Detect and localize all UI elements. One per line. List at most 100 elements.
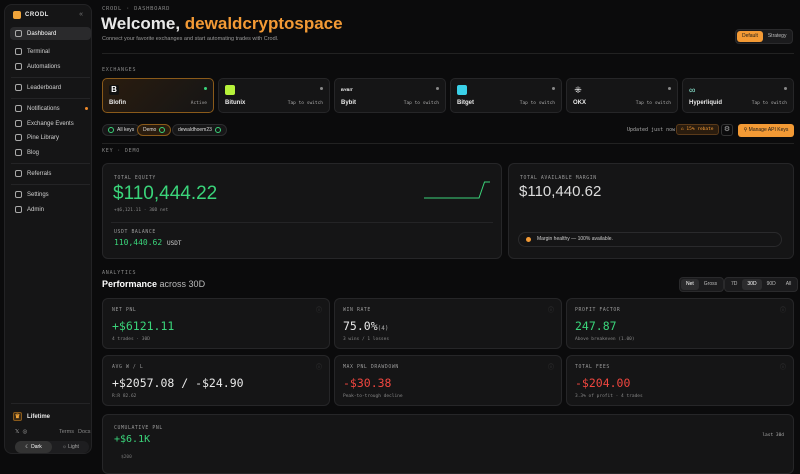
key-section-heading: KEY · DEMO <box>102 148 141 154</box>
sidebar-item-pine-library[interactable]: Pine Library <box>10 131 91 144</box>
range-7d-button[interactable]: 7D <box>731 281 738 287</box>
exchange-status: Tap to switch <box>635 101 671 106</box>
bybit-logo-icon: BYBIT <box>341 87 353 92</box>
view-strategy-button[interactable]: Strategy <box>767 33 787 39</box>
exchange-status: Tap to switch <box>751 101 787 106</box>
exchange-name: Hyperliquid <box>689 100 723 106</box>
range-switcher: 7D 30D 90D All <box>724 277 799 292</box>
exchange-card-blofin[interactable]: B Blofin Active <box>102 78 214 113</box>
metric-value: -$30.38 <box>343 376 392 390</box>
plan-badge: ♛ Lifetime <box>13 412 50 421</box>
sidebar-item-admin[interactable]: Admin <box>10 203 91 216</box>
cumulative-value: +$6.1K <box>114 434 151 445</box>
exchange-card-hyperliquid[interactable]: ∞ Hyperliquid Tap to switch <box>682 78 794 113</box>
bitget-logo-icon <box>457 85 467 95</box>
blofin-logo-icon: B <box>109 85 119 95</box>
performance-title: Performance across 30D <box>102 279 205 289</box>
exchange-card-okx[interactable]: ⁜ OKX Tap to switch <box>566 78 678 113</box>
dashboard-icon <box>15 30 22 37</box>
divider <box>11 403 90 404</box>
usdt-label: USDT BALANCE <box>114 230 156 235</box>
info-icon[interactable]: ⓘ <box>779 308 786 314</box>
theme-dark-button[interactable]: ☾ Dark <box>15 441 52 453</box>
filter-all-keys[interactable]: All keys <box>102 124 141 136</box>
info-icon[interactable]: ⓘ <box>547 365 554 371</box>
sidebar-item-notifications[interactable]: Notifications <box>10 102 91 115</box>
shield-icon <box>15 206 22 213</box>
margin-label: TOTAL AVAILABLE MARGIN <box>520 176 597 181</box>
page-title: Welcome, dewaldcryptospace <box>101 14 343 34</box>
exchange-card-bitget[interactable]: Bitget Tap to switch <box>450 78 562 113</box>
sidebar-item-blog[interactable]: Blog <box>10 146 91 159</box>
exchange-name: OKX <box>573 100 587 106</box>
info-icon[interactable]: ⓘ <box>547 308 554 314</box>
info-icon[interactable]: ⓘ <box>315 308 322 314</box>
status-dot <box>320 87 323 90</box>
plan-label: Lifetime <box>27 413 51 420</box>
divider <box>11 77 90 78</box>
sidebar-item-referrals[interactable]: Referrals <box>10 167 91 180</box>
exchange-card-bybit[interactable]: BYBIT Bybit Tap to switch <box>334 78 446 113</box>
sidebar-item-exchange-events[interactable]: Exchange Events <box>10 117 91 130</box>
metric-value-wrap: 75.0%(4) <box>343 319 388 333</box>
exchange-card-bitunix[interactable]: Bitunix Tap to switch <box>218 78 330 113</box>
status-dot <box>552 87 555 90</box>
filter-demo[interactable]: Demo <box>137 124 172 136</box>
users-icon <box>15 170 22 177</box>
terms-link[interactable]: Terms <box>59 429 74 435</box>
info-icon[interactable]: ⓘ <box>779 365 786 371</box>
divider <box>11 184 90 185</box>
page-subtitle: Connect your favorite exchanges and star… <box>102 36 279 42</box>
metric-sub: 3 wins / 1 losses <box>343 337 390 342</box>
metric-sub: Peak-to-trough decline <box>343 394 403 399</box>
manage-api-keys-button[interactable]: ⚲ Manage API Keys <box>738 124 794 137</box>
x-icon[interactable]: 𝕏 <box>15 429 20 435</box>
sidebar-item-automations[interactable]: Automations <box>10 60 91 73</box>
equity-card: TOTAL EQUITY $110,444.22 +$6,121.11 · 30… <box>102 163 502 259</box>
sidebar-collapse-icon[interactable]: « <box>79 11 83 18</box>
sidebar-item-dashboard[interactable]: Dashboard <box>10 27 91 40</box>
margin-health-note: Margin healthy — 100% available. <box>518 232 782 247</box>
range-90d-button[interactable]: 90D <box>766 281 776 287</box>
sidebar-item-label: Terminal <box>27 48 50 55</box>
discord-icon[interactable]: ◎ <box>22 429 28 435</box>
theme-light-button[interactable]: ☼ Light <box>62 444 79 450</box>
metric-net-pnl: NET PNL ⓘ +$6121.11 4 trades · 30D <box>102 298 330 349</box>
bell-icon <box>15 105 22 112</box>
margin-note-text: Margin healthy — 100% available. <box>537 236 613 242</box>
status-dot <box>784 87 787 90</box>
filter-account[interactable]: dewaldhoem23 <box>172 124 227 136</box>
pnl-mode-switcher: Net Gross <box>679 277 725 292</box>
docs-link[interactable]: Docs <box>78 429 91 435</box>
metric-label: TOTAL FEES <box>575 365 610 370</box>
notification-dot <box>85 107 88 110</box>
username: dewaldcryptospace <box>184 14 343 33</box>
mode-net-button[interactable]: Net <box>681 279 699 290</box>
sparkline-path <box>424 181 490 199</box>
crodl-logo-icon <box>13 11 21 19</box>
brand-name: CRODL <box>25 12 49 18</box>
sidebar-item-leaderboard[interactable]: Leaderboard <box>10 81 91 94</box>
metric-win-rate: WIN RATE ⓘ 75.0%(4) 3 wins / 1 losses <box>334 298 562 349</box>
metric-value: -$204.00 <box>575 376 631 390</box>
cumulative-pnl-card: CUMULATIVE PNL +$6.1K last 30d $200 <box>102 414 794 474</box>
range-all-button[interactable]: All <box>785 281 792 287</box>
settings-gear-button[interactable]: ⚙ <box>721 124 733 136</box>
exchanges-heading: EXCHANGES <box>102 67 137 73</box>
view-switcher: Default Strategy <box>735 29 794 44</box>
info-icon[interactable]: ⓘ <box>315 365 322 371</box>
sidebar-item-terminal[interactable]: Terminal <box>10 45 91 58</box>
brand[interactable]: CRODL <box>13 11 49 19</box>
rebate-badge: ⌂ 15% rebate <box>676 124 719 135</box>
range-30d-button[interactable]: 30D <box>742 279 762 290</box>
sidebar-item-label: Admin <box>27 206 45 213</box>
mode-gross-button[interactable]: Gross <box>703 281 718 287</box>
metric-sub: 3.3% of profit · 4 trades <box>575 394 643 399</box>
exchange-status: Tap to switch <box>519 101 555 106</box>
filter-label: dewaldhoem23 <box>178 127 212 133</box>
view-default-button[interactable]: Default <box>737 31 763 42</box>
metric-max-drawdown: MAX PNL DRAWDOWN ⓘ -$30.38 Peak-to-troug… <box>334 355 562 406</box>
analytics-heading: ANALYTICS <box>102 270 137 276</box>
sidebar-item-label: Automations <box>27 63 61 70</box>
sidebar-item-settings[interactable]: Settings <box>10 188 91 201</box>
